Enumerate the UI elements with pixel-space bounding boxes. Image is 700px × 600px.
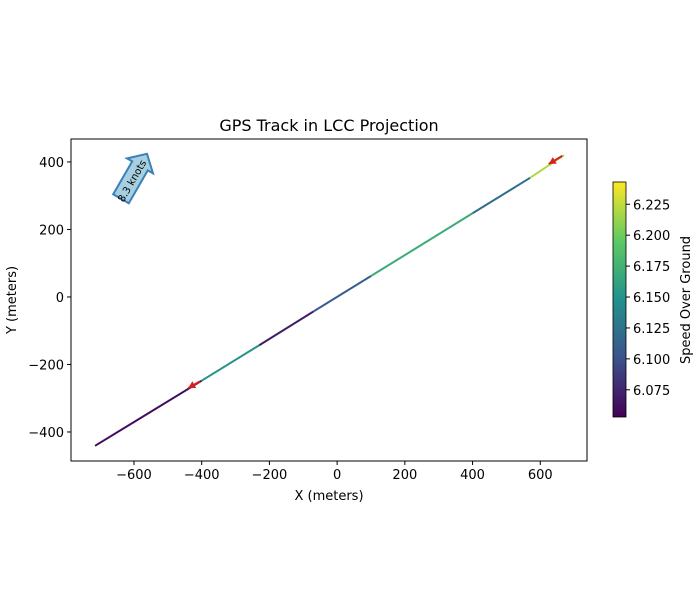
colorbar-tick-label: 6.200	[633, 229, 670, 244]
direction-arrow-head	[548, 157, 557, 164]
direction-arrow-head	[188, 381, 197, 389]
x-axis: −600 −400 −200 0 200 400 600	[116, 461, 553, 483]
y-tick-label: 200	[39, 223, 64, 238]
x-tick-label: 600	[528, 468, 553, 483]
plot-area	[94, 154, 565, 447]
y-axis: −400 −200 0 200 400	[28, 156, 71, 441]
x-tick-label: −200	[252, 468, 288, 483]
chart-title: GPS Track in LCC Projection	[219, 116, 438, 135]
y-tick-label: 400	[39, 156, 64, 171]
colorbar-tick-label: 6.175	[633, 260, 670, 275]
x-tick-label: 200	[392, 468, 417, 483]
colorbar-tick-label: 6.125	[633, 322, 670, 337]
track-segment	[370, 212, 474, 277]
track-segment	[258, 310, 314, 347]
x-tick-label: −400	[184, 468, 220, 483]
y-tick-label: −400	[28, 426, 64, 441]
x-tick-label: 400	[460, 468, 485, 483]
colorbar-label: Speed Over Ground	[679, 236, 694, 364]
x-axis-label: X (meters)	[294, 489, 363, 504]
y-tick-label: 0	[56, 291, 64, 306]
colorbar-tick-label: 6.150	[633, 291, 670, 306]
x-tick-label: 0	[333, 468, 341, 483]
track-segment	[94, 379, 203, 447]
track-segment	[312, 275, 372, 313]
x-tick-label: −600	[116, 468, 152, 483]
y-axis-label: Y (meters)	[5, 266, 20, 335]
axes-frame	[70, 138, 588, 462]
colorbar	[612, 181, 627, 418]
colorbar-tick-label: 6.100	[633, 353, 670, 368]
speed-annotation: 8.3 knots	[111, 152, 155, 205]
track-segment	[201, 344, 260, 382]
speed-arrow-icon	[111, 152, 155, 205]
colorbar-ticks: 6.075 6.100 6.125 6.150 6.175 6.200 6.225	[626, 198, 670, 399]
colorbar-tick-label: 6.075	[633, 384, 670, 399]
colorbar-tick-label: 6.225	[633, 198, 670, 213]
y-tick-label: −200	[28, 358, 64, 373]
track-segment	[472, 176, 531, 215]
